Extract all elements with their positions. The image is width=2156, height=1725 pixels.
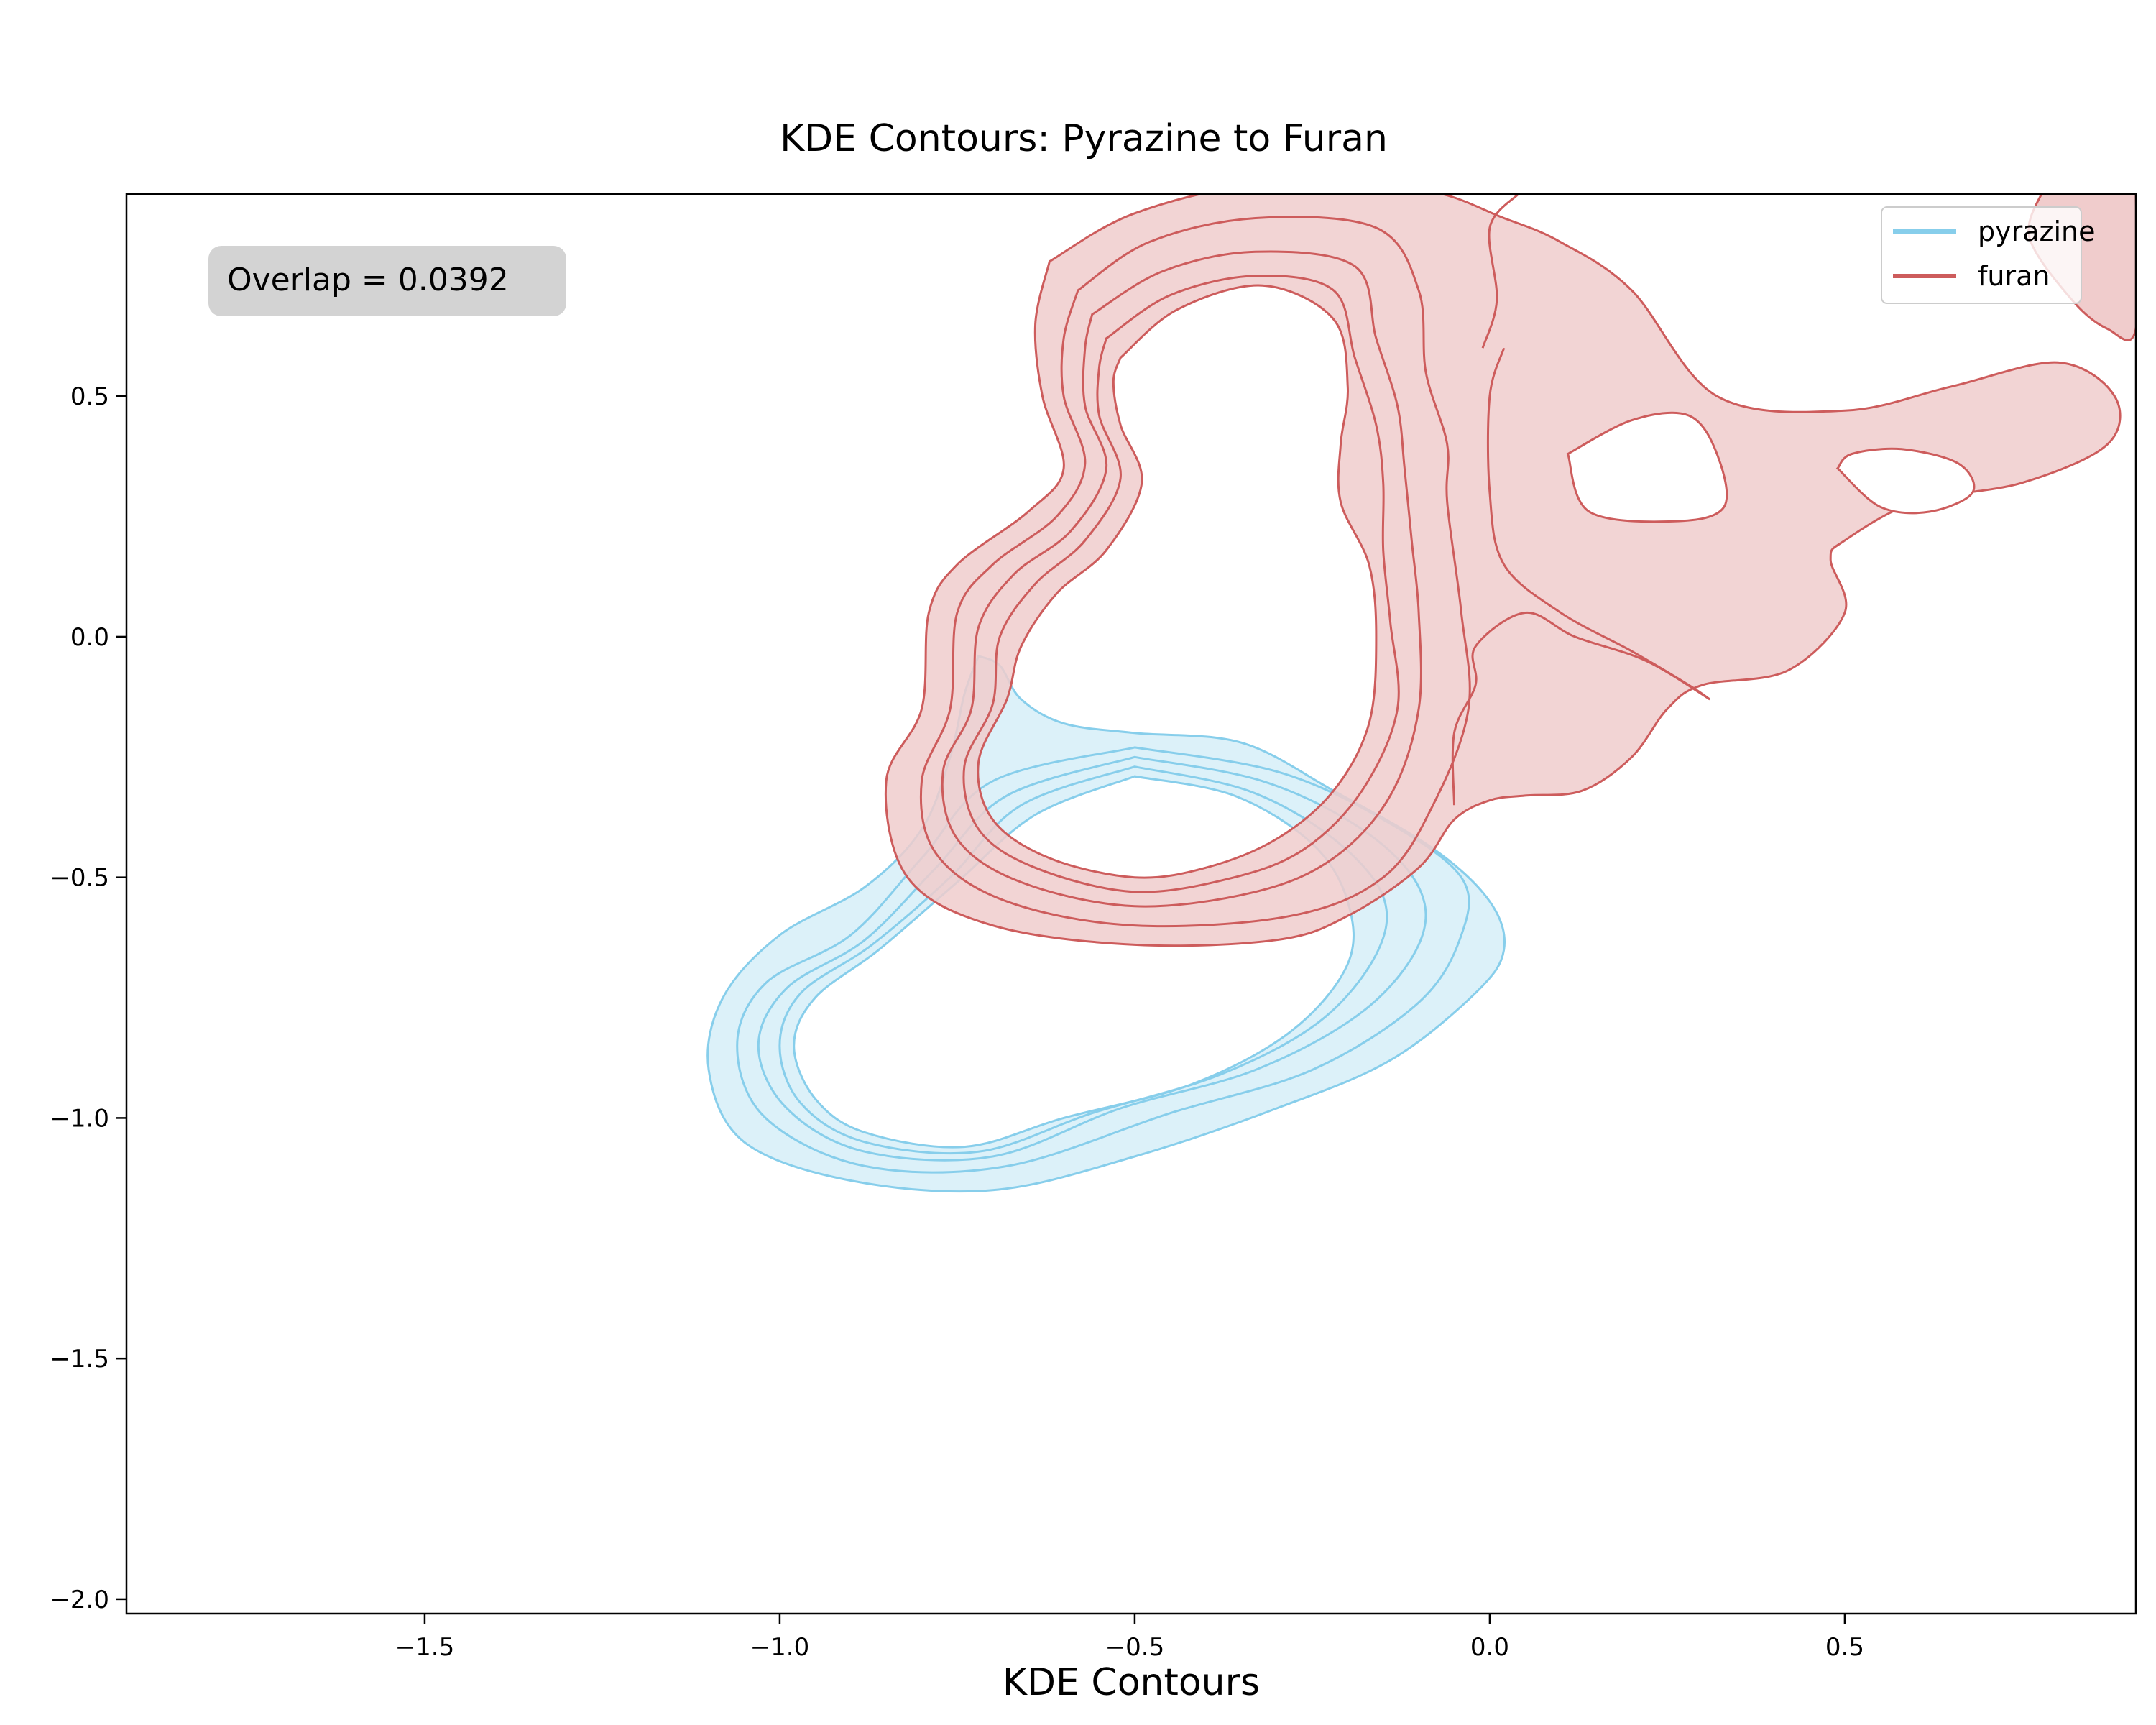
x-tick-label: −1.0 [750, 1633, 810, 1662]
furan-density-fill [885, 194, 2121, 946]
legend: pyrazine furan [1881, 206, 2096, 304]
furan-contour-9 [1835, 447, 1976, 515]
x-axis: −1.5 −1.0 −0.5 0.0 0.5 [395, 1614, 1864, 1662]
furan-contour-4 [977, 284, 1378, 879]
furan-contour-0 [884, 194, 2122, 947]
series-pyrazine [706, 654, 1506, 1193]
pyrazine-density-fill [707, 656, 1505, 1192]
furan-contour-6 [1451, 611, 1710, 806]
furan-contour-2 [941, 250, 1422, 908]
legend-label-pyrazine: pyrazine [1978, 216, 2096, 247]
x-tick-label: 0.5 [1825, 1633, 1864, 1662]
y-tick-label: −2.0 [50, 1586, 109, 1614]
furan-contour-3 [962, 275, 1400, 893]
furan-contour-5 [1481, 194, 1519, 349]
furan-hole-8 [1567, 413, 1727, 522]
y-axis: 0.5 0.0 −0.5 −1.0 −1.5 −2.0 [50, 382, 126, 1614]
pyrazine-contour-1 [736, 746, 1470, 1174]
y-tick-label: 0.0 [70, 623, 109, 652]
x-tick-label: 0.0 [1470, 1633, 1509, 1662]
overlap-annotation: Overlap = 0.0392 [208, 246, 566, 316]
y-tick-label: 0.5 [70, 382, 109, 411]
annotation-text: Overlap = 0.0392 [227, 262, 509, 298]
chart-title: KDE Contours: Pyrazine to Furan [780, 117, 1388, 160]
annotation-box [208, 246, 566, 316]
y-tick-label: −1.0 [50, 1104, 109, 1133]
x-axis-label: KDE Contours [1003, 1661, 1260, 1704]
legend-label-furan: furan [1978, 260, 2050, 292]
pyrazine-contour-0 [706, 654, 1506, 1193]
y-tick-label: −1.5 [50, 1345, 109, 1374]
plot-frame [125, 193, 2137, 1615]
x-tick-label: −1.5 [395, 1633, 455, 1662]
x-tick-label: −0.5 [1105, 1633, 1165, 1662]
furan-contour-1 [919, 216, 1471, 928]
furan-hole-9 [1838, 448, 1974, 513]
furan-contour-7 [1486, 347, 1711, 701]
furan-contour-8 [1566, 411, 1728, 523]
y-tick-label: −0.5 [50, 864, 109, 893]
